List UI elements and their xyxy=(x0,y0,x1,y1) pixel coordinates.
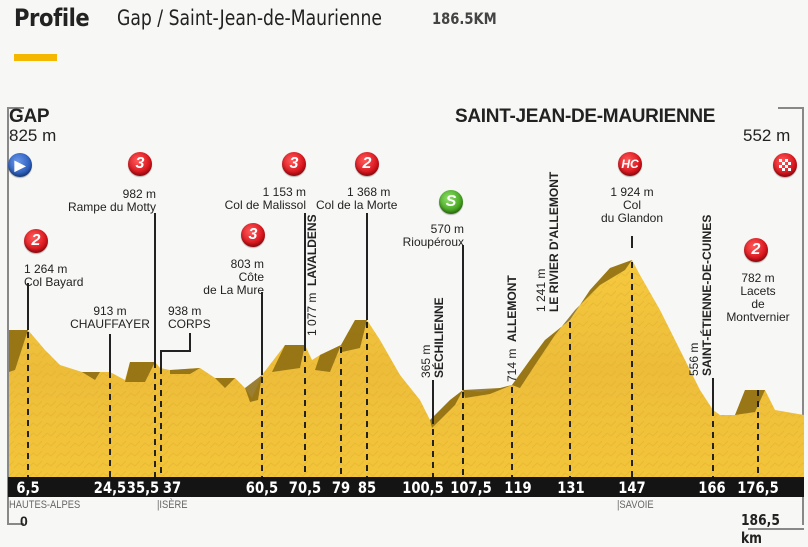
km-dashed-markers xyxy=(27,262,759,477)
town-altitude: 913 m xyxy=(93,304,127,318)
climb-altitude: 1 153 m xyxy=(262,185,306,199)
climb-name: Rampe du Motty xyxy=(67,200,156,214)
terrain-shadow xyxy=(9,260,765,428)
town-name: CORPS xyxy=(168,317,211,331)
km-marker: 147 xyxy=(618,478,646,497)
climb-name: Col de la Morte xyxy=(316,198,398,212)
km-marker: 60,5 xyxy=(245,478,279,497)
km-marker: 35,5 xyxy=(126,478,160,497)
km-marker: 85 xyxy=(357,478,377,497)
town-altitude: 938 m xyxy=(168,304,202,318)
climb-category-3-badge: 3 xyxy=(128,152,152,176)
town-vertical-label: 365 m SÉCHILIENNE xyxy=(419,297,446,378)
climb-category-2-badge: 2 xyxy=(744,238,768,262)
km-marker: 24,5 xyxy=(93,478,127,497)
town-vertical-label: 714 m ALLEMONT xyxy=(505,275,519,382)
sprint-altitude: 570 m xyxy=(430,222,464,236)
climb-name-line2: du Glandon xyxy=(600,211,664,225)
finish-checkered-flag-icon xyxy=(773,153,797,177)
km-marker: 6,5 xyxy=(16,478,40,497)
climb-category-3-badge: 3 xyxy=(282,152,306,176)
climb-name-line1: Lacets xyxy=(740,284,776,298)
frame-left xyxy=(7,107,9,525)
title-accent-bar xyxy=(14,54,57,61)
town-vertical-label: 1 077 m LAVALDENS xyxy=(305,214,319,336)
climb-name: Col de Malissol xyxy=(224,198,306,212)
climb-name-line2: de La Mure xyxy=(203,283,264,297)
climb-name-line1: Côte xyxy=(238,270,264,284)
km-marker: 119 xyxy=(504,478,532,497)
climb-altitude: 1 368 m xyxy=(347,185,391,199)
climb-name: Col Bayard xyxy=(24,275,84,289)
climb-altitude: 982 m xyxy=(122,187,156,201)
climb-name-line3: Montvernier xyxy=(726,310,790,324)
climb-altitude: 782 m xyxy=(741,271,775,285)
climb-altitude: 1 264 m xyxy=(24,262,68,276)
km-marker: 37 xyxy=(162,478,182,497)
frame-left-top xyxy=(7,107,24,109)
town-vertical-label: 1 241 m LE RIVIER D'ALLEMONT xyxy=(534,171,561,312)
town-name: CHAUFFAYER xyxy=(70,317,150,331)
frame-right xyxy=(802,107,804,525)
region-label: |SAVOIE xyxy=(617,499,654,511)
sprint-name: Rioupéroux xyxy=(402,235,464,249)
km-marker: 166 xyxy=(698,478,726,497)
axis-end-km: 186,5 km xyxy=(741,511,780,547)
climb-category-2-badge: 2 xyxy=(355,152,379,176)
region-label: HAUTES-ALPES xyxy=(9,499,81,511)
climb-category-hc-badge: HC xyxy=(618,152,642,176)
km-marker: 100,5 xyxy=(402,478,444,497)
km-marker: 107,5 xyxy=(450,478,492,497)
region-label: |ISÈRE xyxy=(157,499,188,511)
finish-altitude: 552 m xyxy=(743,126,791,145)
frame-right-bottom xyxy=(748,528,804,530)
climb-category-2-badge: 2 xyxy=(24,229,48,253)
town-vertical-label: 556 m SAINT-ÉTIENNE-DE-CUINES xyxy=(687,214,714,376)
climb-name-line1: Col xyxy=(622,198,641,212)
sprint-badge: S xyxy=(439,190,463,214)
km-marker: 79 xyxy=(331,478,351,497)
start-play-icon: ▶ xyxy=(8,153,32,177)
page-title: Profile xyxy=(14,4,90,32)
climb-name-line2: de xyxy=(751,297,765,311)
climb-altitude: 1 924 m xyxy=(610,185,654,199)
climb-category-3-badge: 3 xyxy=(241,223,265,247)
frame-right-top xyxy=(778,107,804,109)
km-band xyxy=(8,477,804,497)
climb-altitude: 803 m xyxy=(230,257,264,271)
start-altitude: 825 m xyxy=(9,126,57,145)
finish-city: SAINT-JEAN-DE-MAURIENNE xyxy=(455,106,716,127)
km-marker: 131 xyxy=(557,478,585,497)
km-marker: 70,5 xyxy=(288,478,322,497)
stage-route: Gap / Saint-Jean-de-Maurienne xyxy=(117,6,382,30)
axis-start-km: 0 xyxy=(20,513,28,529)
leader-lines xyxy=(27,213,714,418)
frame-left-bottom xyxy=(7,523,24,525)
start-city: GAP xyxy=(9,106,50,127)
stage-distance: 186.5KM xyxy=(432,9,497,28)
km-marker: 176,5 xyxy=(737,478,779,497)
